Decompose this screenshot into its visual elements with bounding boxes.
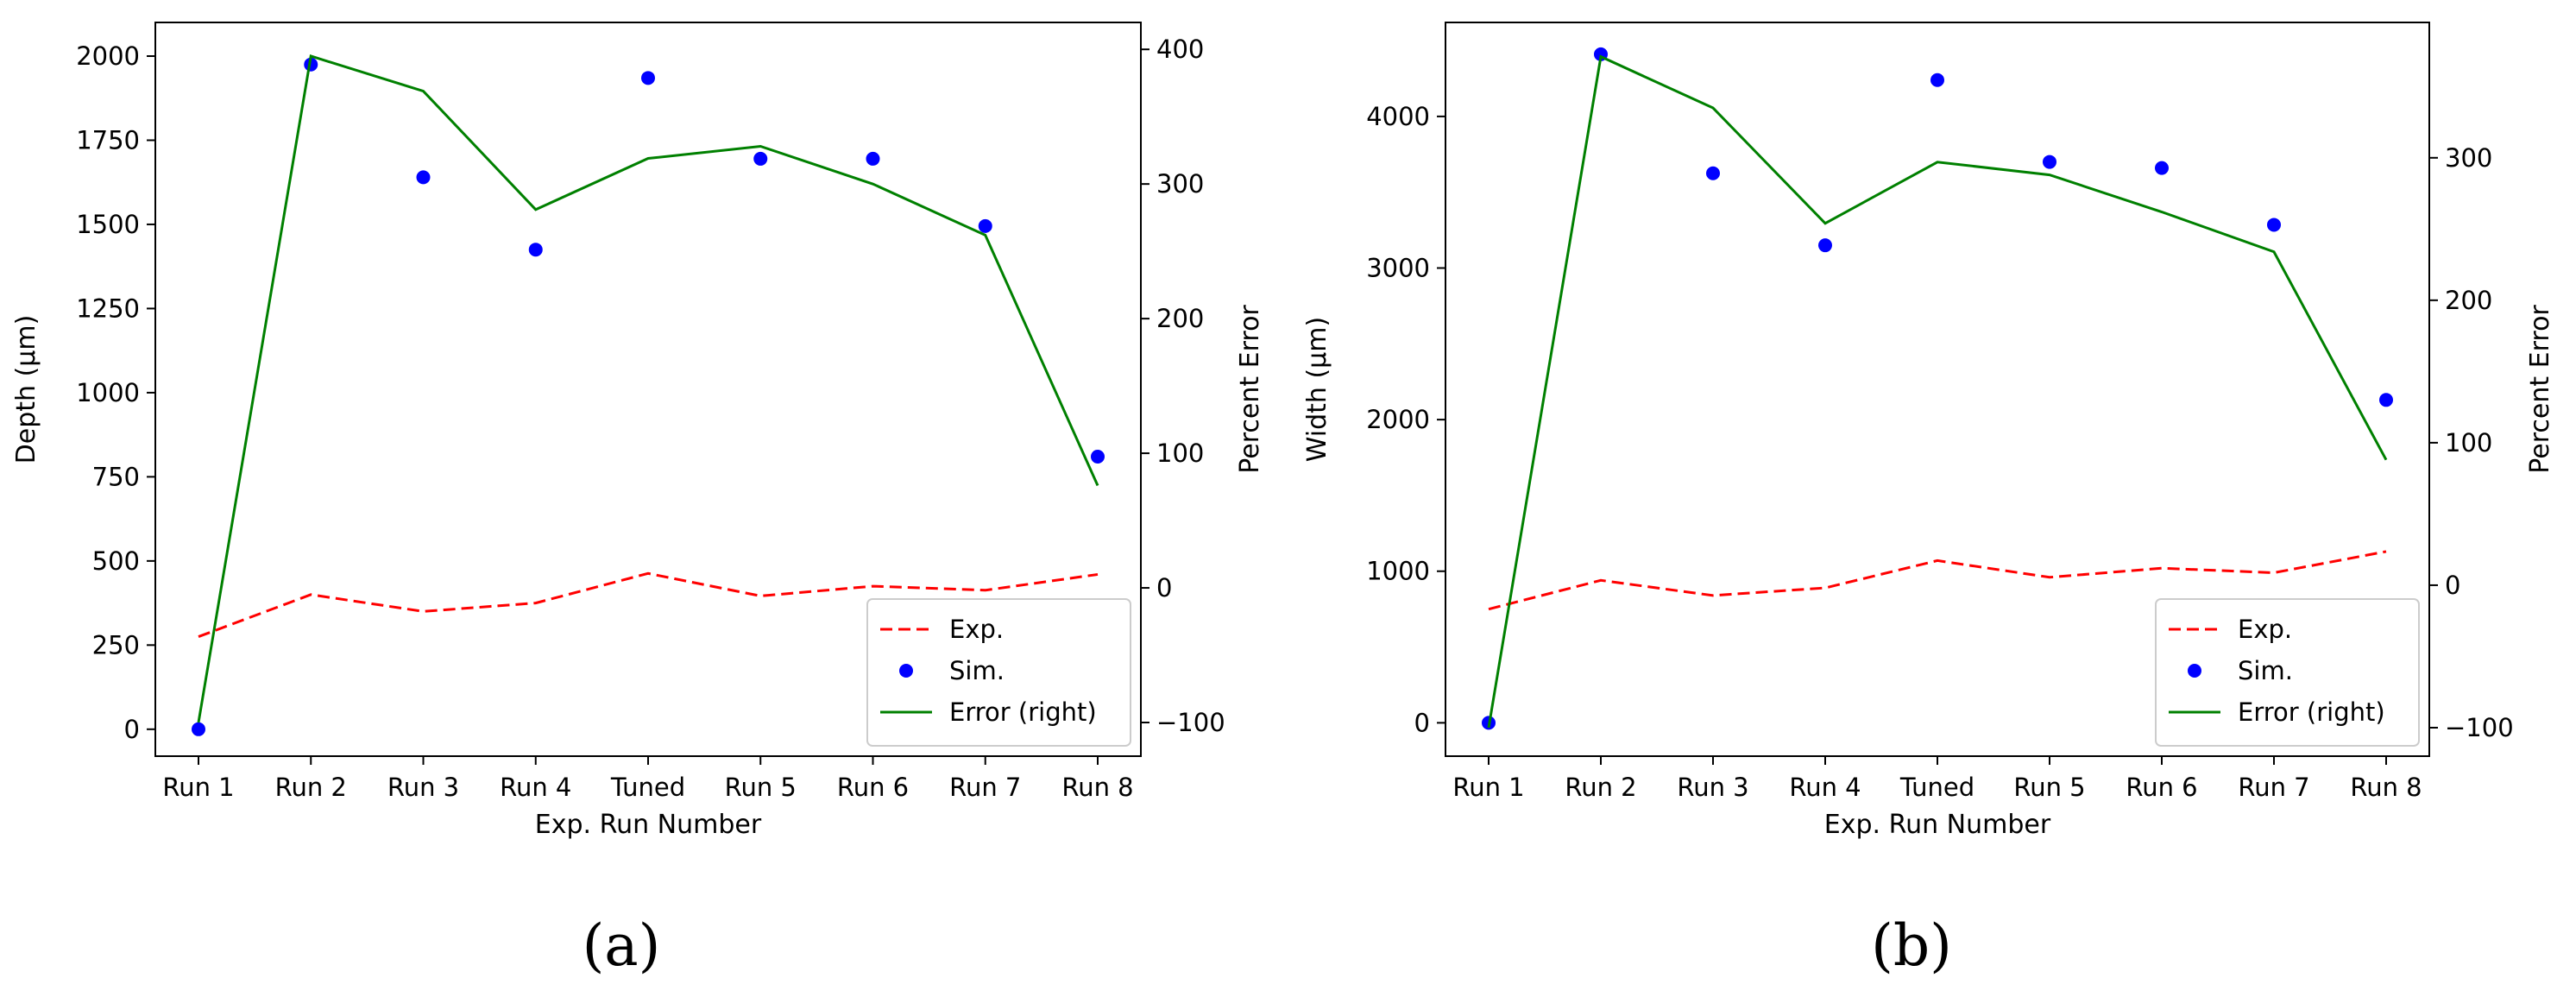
- sim-point: [2155, 161, 2169, 175]
- x-tick-label: Run 4: [500, 773, 571, 802]
- y-tick-label: 1500: [76, 210, 140, 239]
- sim-point: [1818, 238, 1832, 253]
- sim-point: [641, 71, 655, 85]
- legend-label: Exp.: [2238, 615, 2292, 644]
- legend-sim-swatch: [899, 664, 913, 678]
- y-axis-label: Depth (μm): [11, 315, 41, 464]
- sim-point: [1706, 166, 1720, 180]
- legend: Exp. Sim. Error (right): [866, 598, 1131, 747]
- y-tick-label: 1250: [76, 293, 140, 323]
- y-tick-label: 1000: [1366, 557, 1430, 586]
- x-axis-label: Exp. Run Number: [535, 810, 762, 840]
- legend: Exp. Sim. Error (right): [2155, 598, 2420, 747]
- y-right-tick-label: 200: [1156, 304, 1204, 333]
- x-tick-label: Run 2: [275, 773, 347, 802]
- y-tick-label: 0: [1414, 708, 1430, 737]
- x-tick-label: Tuned: [610, 773, 685, 802]
- sim-point: [192, 722, 205, 736]
- sim-point: [528, 243, 543, 257]
- y-right-tick-label: 300: [1156, 169, 1204, 199]
- y-right-tick-label: 0: [2445, 571, 2460, 600]
- panel-label: (b): [1871, 912, 1952, 979]
- y-right-tick-label: 100: [1156, 439, 1204, 468]
- sim-point: [2043, 155, 2056, 169]
- x-tick-label: Tuned: [1899, 773, 1975, 802]
- sim-point: [1930, 73, 1944, 87]
- x-tick-label: Run 1: [1452, 773, 1524, 802]
- sim-point: [416, 170, 431, 185]
- y-axis-label: Width (μm): [1302, 317, 1332, 462]
- x-tick-label: Run 2: [1565, 773, 1636, 802]
- sim-point: [2379, 393, 2393, 407]
- x-tick-label: Run 6: [837, 773, 909, 802]
- y-tick-label: 1750: [76, 125, 140, 155]
- y-right-tick-label: −100: [1156, 708, 1225, 737]
- legend-label: Error (right): [2238, 697, 2385, 727]
- exp-series-line: [198, 571, 1099, 638]
- sim-point: [753, 151, 768, 166]
- x-axis-label: Exp. Run Number: [1824, 810, 2051, 840]
- error-series-line: [1487, 54, 2388, 729]
- legend-box: [866, 598, 1131, 747]
- y-right-tick-label: 0: [1156, 573, 1172, 603]
- y-tick-label: 1000: [76, 378, 140, 407]
- sim-point: [978, 218, 992, 233]
- legend-label: Error (right): [949, 697, 1097, 727]
- y-tick-label: 0: [124, 715, 140, 744]
- legend-label: Sim.: [2238, 656, 2293, 685]
- y-tick-label: 500: [92, 546, 140, 576]
- y-right-axis-label: Percent Error: [2525, 305, 2555, 474]
- legend-sim-swatch: [2188, 664, 2201, 678]
- chart-panel-b: Run 1 Run 2 Run 3 Run 4 Tuned Run 5 Run 6 Run 7…: [1302, 22, 2555, 979]
- legend-box: [2155, 598, 2420, 747]
- exp-series-line: [1488, 550, 2387, 611]
- sim-point: [1091, 449, 1105, 464]
- x-tick-label: Run 7: [2238, 773, 2309, 802]
- panel-label: (a): [583, 912, 661, 979]
- y-tick-label: 750: [92, 462, 140, 491]
- sim-point: [304, 57, 318, 72]
- chart-panel-a: Run 1 Run 2 Run 3 Run 4 Tuned Run 5 Run 6 Run 7…: [11, 22, 1265, 979]
- x-tick-label: Run 3: [1677, 773, 1748, 802]
- y-tick-label: 3000: [1366, 254, 1430, 283]
- y-right-tick-label: 200: [2445, 286, 2492, 315]
- x-tick-label: Run 8: [1061, 773, 1133, 802]
- y-tick-label: 2000: [76, 41, 140, 71]
- x-tick-label: Run 8: [2350, 773, 2422, 802]
- legend-label: Sim.: [949, 656, 1005, 685]
- x-tick-label: Run 7: [949, 773, 1021, 802]
- y-tick-label: 250: [92, 630, 140, 659]
- x-tick-label: Run 5: [725, 773, 797, 802]
- sim-point: [866, 151, 880, 166]
- y-right-tick-label: 400: [1156, 35, 1204, 64]
- y-right-tick-label: 300: [2445, 143, 2492, 173]
- sim-point: [2267, 218, 2281, 232]
- y-right-axis-label: Percent Error: [1235, 305, 1265, 474]
- y-right-tick-label: −100: [2445, 713, 2514, 742]
- error-series-line: [197, 54, 1099, 723]
- x-tick-label: Run 3: [387, 773, 459, 802]
- x-tick-label: Run 1: [162, 773, 234, 802]
- y-tick-label: 4000: [1366, 102, 1430, 131]
- legend-label: Exp.: [949, 615, 1004, 644]
- x-tick-label: Run 5: [2013, 773, 2085, 802]
- x-tick-label: Run 4: [1789, 773, 1861, 802]
- y-tick-label: 2000: [1366, 405, 1430, 434]
- x-tick-label: Run 6: [2126, 773, 2197, 802]
- y-right-tick-label: 100: [2445, 428, 2492, 457]
